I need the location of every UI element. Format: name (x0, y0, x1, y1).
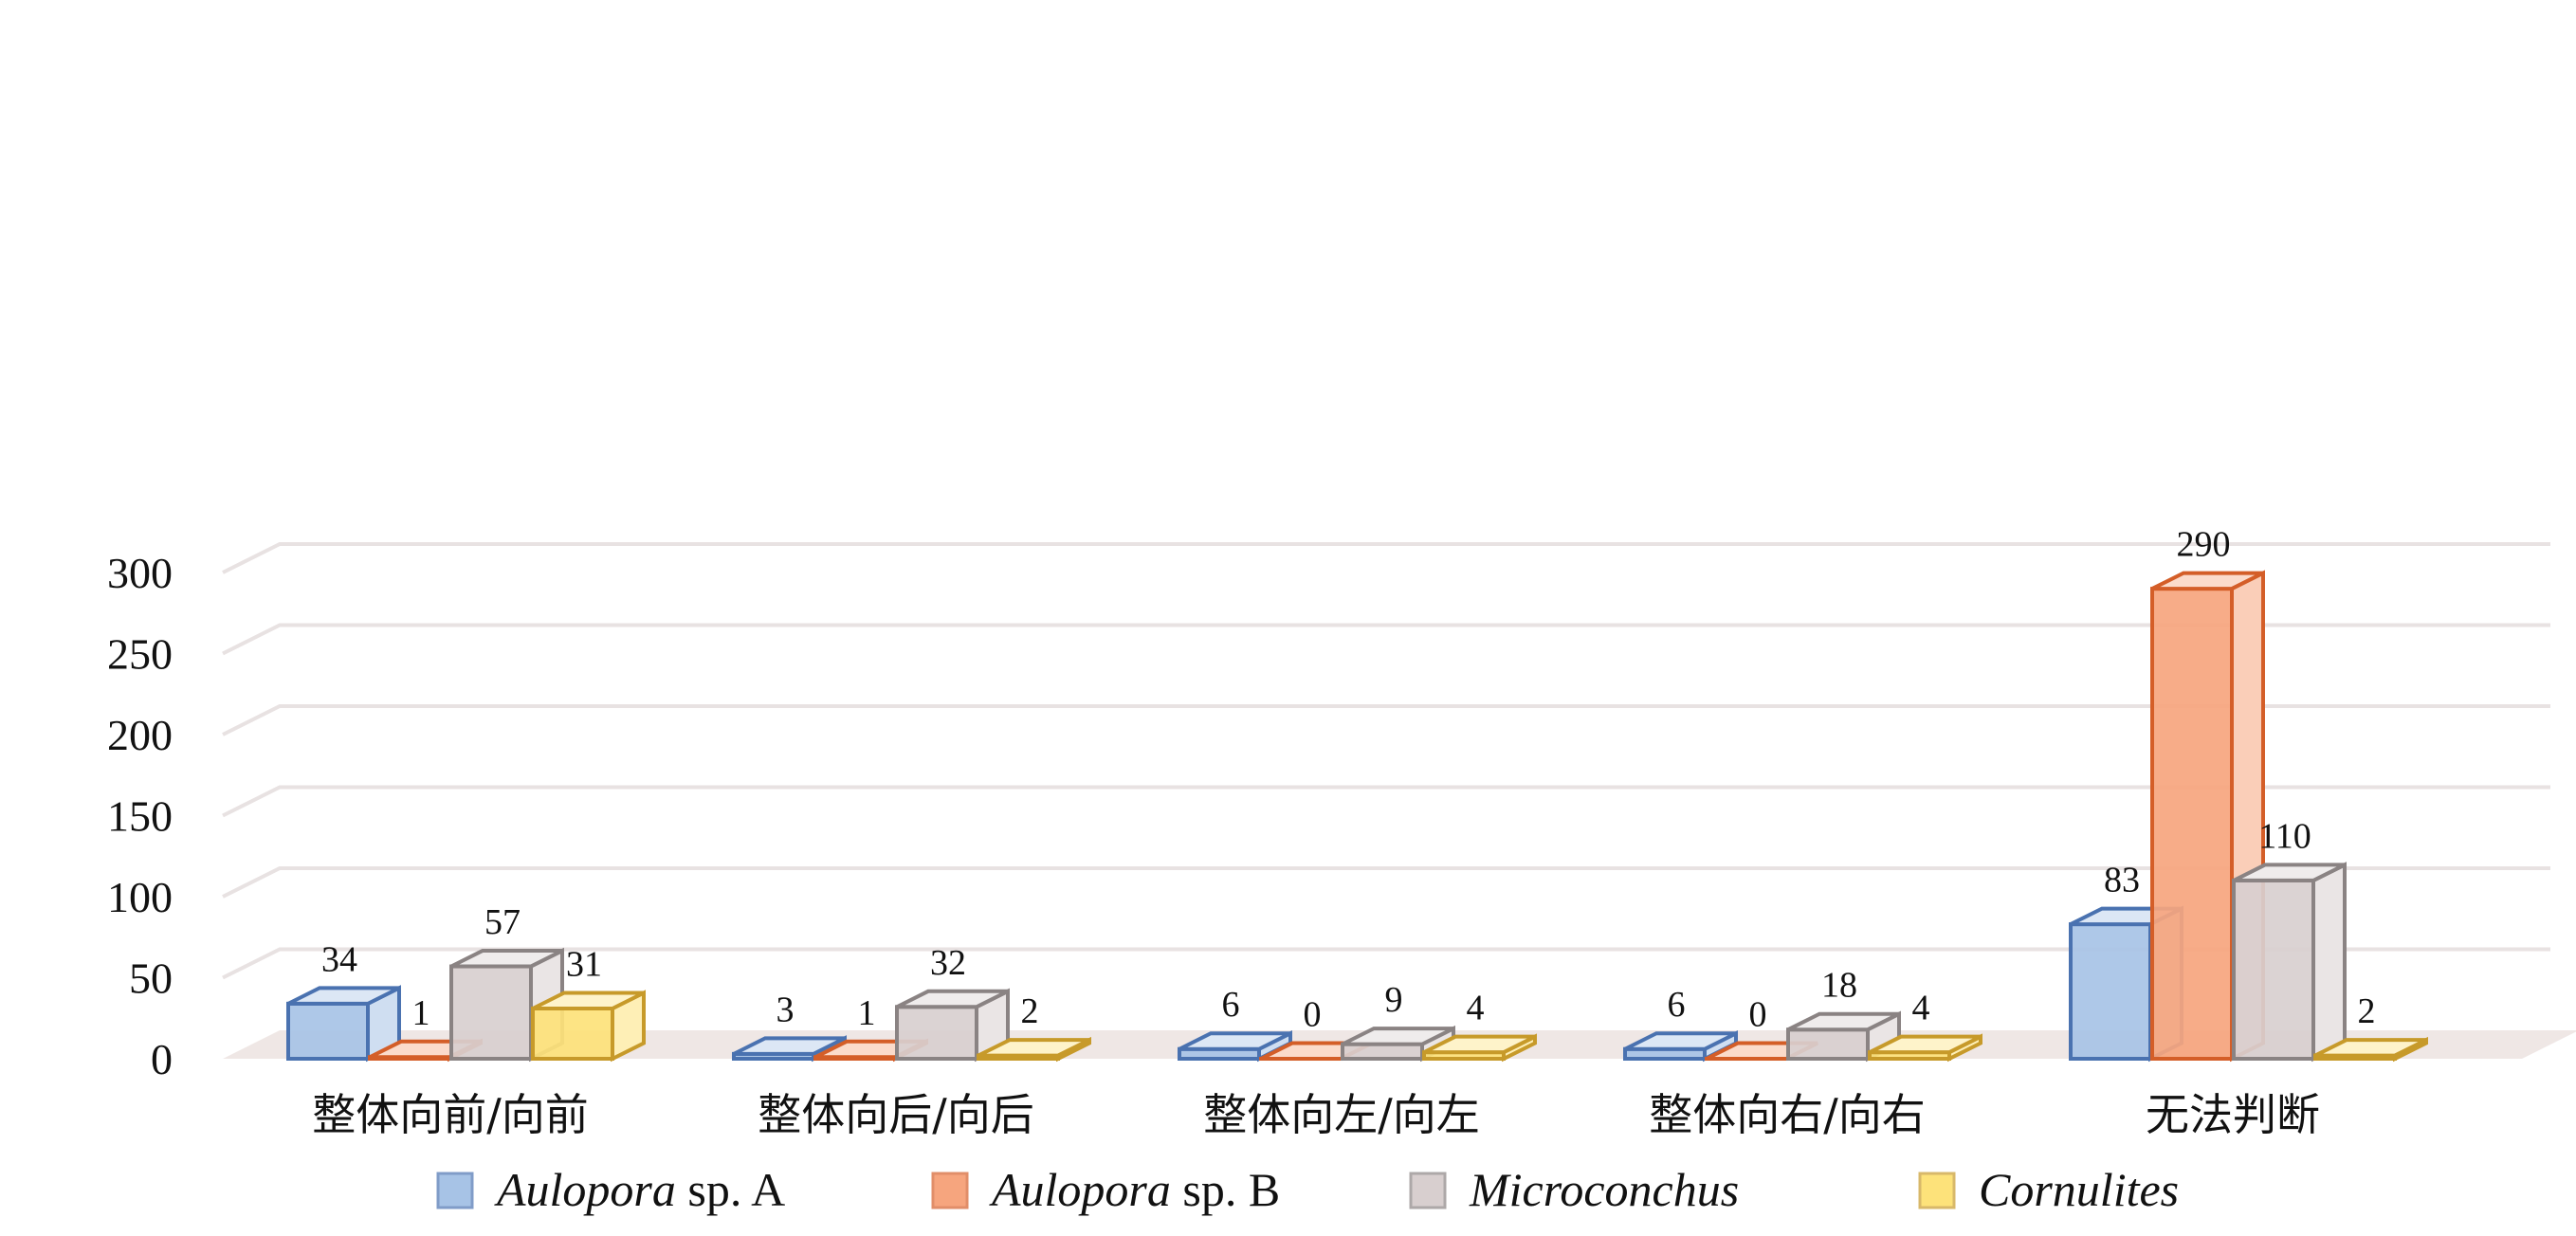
data-label: 34 (321, 939, 357, 979)
legend-swatch (436, 1172, 474, 1209)
data-label: 9 (1385, 980, 1403, 1020)
category-label: 整体向右/向右 (1649, 1089, 1926, 1140)
category-label: 无法判断 (2146, 1089, 2320, 1140)
category-label: 整体向前/向前 (312, 1089, 589, 1140)
bar-3-1 (977, 1036, 1091, 1063)
bar-0-2 (1178, 1030, 1292, 1063)
bar-top (2314, 1038, 2427, 1058)
bar-top (977, 1038, 1090, 1058)
data-label: 0 (1749, 995, 1767, 1035)
bar-top (733, 1036, 846, 1056)
y-tick-label: 0 (151, 1035, 173, 1083)
category-label: 整体向左/向左 (1203, 1089, 1480, 1140)
y-tick-label: 250 (107, 630, 173, 679)
gridline (222, 866, 2550, 899)
bar-front (1786, 1027, 1870, 1061)
y-tick-label: 300 (107, 549, 173, 597)
legend-item: Aulopora sp. B (931, 1163, 1280, 1216)
bar-front (286, 1001, 370, 1061)
bar-top (1869, 1034, 1982, 1055)
data-label: 2 (1021, 991, 1039, 1031)
legend-item: Aulopora sp. A (436, 1163, 785, 1216)
data-label: 18 (1821, 966, 1857, 1006)
gridline (222, 704, 2550, 736)
data-label: 290 (2177, 525, 2231, 565)
bar-top (1178, 1031, 1291, 1051)
legend-swatch (931, 1172, 969, 1209)
gridline (222, 947, 2550, 980)
legend-item: Cornulites (1918, 1163, 2179, 1216)
legend-swatch (1409, 1172, 1447, 1209)
bar-front (531, 1006, 614, 1061)
gridline (222, 785, 2550, 818)
bar-0-0 (286, 985, 401, 1063)
bar-3-4 (2313, 1036, 2428, 1063)
data-label: 1 (858, 993, 876, 1033)
bar-3-2 (1422, 1033, 1537, 1063)
legend-label: Aulopora sp. A (494, 1163, 785, 1216)
gridline (222, 623, 2550, 656)
y-tick-label: 200 (107, 711, 173, 759)
legend-label: Cornulites (1979, 1163, 2179, 1216)
axis-layer: 050100150200250300整体向前/向前 整体向后/向后 整体向左/向左整… (107, 549, 2320, 1140)
bar-3-0 (531, 990, 646, 1063)
gridline (222, 542, 2550, 574)
data-label: 6 (1668, 985, 1686, 1025)
bar-top (1624, 1031, 1737, 1051)
bar-front (2150, 587, 2234, 1061)
data-label: 6 (1222, 985, 1240, 1025)
bar-2-3 (1786, 1010, 1901, 1063)
bar-3-3 (1868, 1033, 1982, 1063)
legend-label: Aulopora sp. B (989, 1163, 1280, 1216)
bar-front (2069, 922, 2152, 1061)
data-label: 57 (484, 902, 521, 942)
data-label: 110 (2258, 816, 2311, 856)
data-label: 1 (412, 993, 430, 1033)
legend-swatch (1918, 1172, 1956, 1209)
bar-front (895, 1005, 978, 1062)
grid-layer (222, 542, 2550, 980)
data-label: 32 (930, 943, 966, 983)
y-tick-label: 50 (129, 954, 173, 1003)
data-label: 0 (1304, 995, 1322, 1035)
bar-top (532, 991, 645, 1010)
bar-top (1342, 1027, 1454, 1046)
data-label: 4 (1912, 989, 1930, 1028)
bar-top (896, 989, 1009, 1009)
category-label: 整体向后/向后 (758, 1089, 1034, 1140)
bar-front (449, 964, 533, 1062)
bar-top (287, 986, 400, 1006)
bars-layer (286, 570, 2428, 1063)
y-tick-label: 100 (107, 873, 173, 921)
bar-top (2151, 571, 2264, 591)
bar-top (1423, 1034, 1536, 1055)
bar-2-1 (895, 988, 1010, 1063)
data-label: 83 (2104, 861, 2140, 900)
data-label: 31 (566, 944, 602, 984)
bar-front (2232, 878, 2315, 1062)
bar-front (1341, 1042, 1424, 1061)
legend-item: Microconchus (1409, 1163, 1739, 1216)
bar-top (1787, 1011, 1900, 1032)
data-label: 3 (776, 990, 795, 1029)
legend: Aulopora sp. A Aulopora sp. B Microconchus… (436, 1163, 2179, 1216)
bar-top (2233, 863, 2346, 882)
legend-label: Microconchus (1469, 1163, 1739, 1216)
data-label: 4 (1467, 989, 1485, 1028)
bar-top (450, 949, 563, 969)
data-label: 2 (2358, 991, 2376, 1031)
y-tick-label: 150 (107, 792, 173, 841)
bar-2-4 (2232, 862, 2347, 1063)
bar-1-4 (2150, 570, 2265, 1063)
bar-side (2311, 862, 2347, 1063)
